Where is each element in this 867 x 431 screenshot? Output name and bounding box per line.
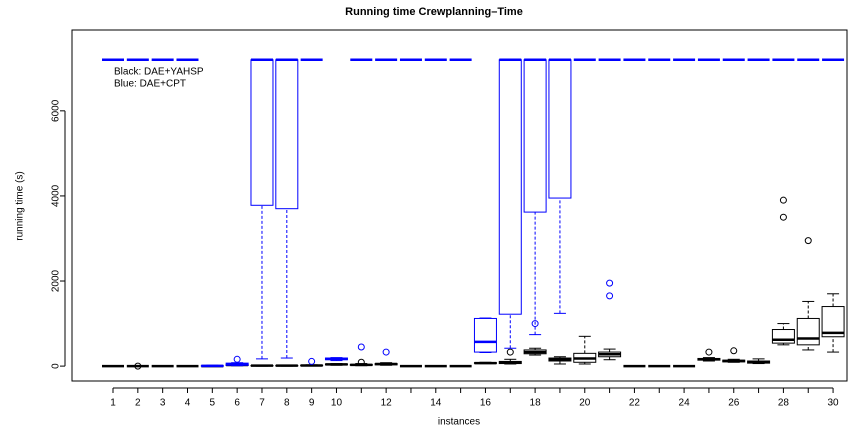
outlier bbox=[233, 355, 241, 363]
box bbox=[275, 59, 299, 210]
box bbox=[548, 59, 572, 199]
outlier bbox=[134, 362, 142, 370]
x-tick-label: 20 bbox=[579, 398, 591, 409]
x-tick-label: 1 bbox=[110, 398, 116, 409]
y-tick-label: 0 bbox=[51, 363, 62, 369]
box bbox=[498, 59, 522, 315]
y-tick-label: 2000 bbox=[51, 269, 62, 292]
x-tick-label: 18 bbox=[530, 398, 542, 409]
x-axis-label: instances bbox=[438, 417, 480, 428]
x-tick-label: 8 bbox=[284, 398, 290, 409]
x-tick-label: 28 bbox=[778, 398, 790, 409]
x-tick-label: 16 bbox=[480, 398, 492, 409]
box bbox=[771, 329, 795, 344]
outlier bbox=[730, 347, 738, 355]
x-tick-label: 24 bbox=[679, 398, 691, 409]
legend-entry: Black: DAE+YAHSP bbox=[114, 67, 204, 78]
box bbox=[473, 317, 497, 353]
plot-frame bbox=[71, 29, 848, 382]
outlier bbox=[382, 348, 390, 356]
box bbox=[523, 59, 547, 213]
x-tick-label: 6 bbox=[234, 398, 240, 409]
outlier bbox=[606, 279, 614, 287]
x-tick-label: 14 bbox=[430, 398, 442, 409]
x-tick-label: 22 bbox=[629, 398, 641, 409]
outlier bbox=[779, 213, 787, 221]
chart-title: Running time Crewplanning–Time bbox=[345, 6, 523, 18]
outlier bbox=[779, 196, 787, 204]
x-tick-label: 12 bbox=[381, 398, 393, 409]
x-tick-label: 4 bbox=[185, 398, 191, 409]
x-tick-label: 5 bbox=[210, 398, 216, 409]
x-tick-label: 7 bbox=[259, 398, 265, 409]
outlier bbox=[606, 292, 614, 300]
outlier bbox=[531, 320, 539, 328]
box bbox=[250, 59, 274, 206]
box bbox=[821, 306, 845, 338]
y-tick-label: 6000 bbox=[51, 99, 62, 122]
outlier bbox=[357, 343, 365, 351]
outlier bbox=[804, 237, 812, 245]
outlier bbox=[506, 348, 514, 356]
x-tick-label: 2 bbox=[135, 398, 141, 409]
x-tick-label: 3 bbox=[160, 398, 166, 409]
x-tick-label: 30 bbox=[828, 398, 840, 409]
y-axis-label: running time (s) bbox=[15, 171, 26, 240]
legend-entry: Blue: DAE+CPT bbox=[114, 79, 186, 90]
outlier bbox=[357, 358, 365, 366]
x-tick-label: 26 bbox=[728, 398, 740, 409]
outlier bbox=[308, 357, 316, 365]
x-tick-label: 9 bbox=[309, 398, 315, 409]
x-tick-label: 10 bbox=[331, 398, 343, 409]
outlier bbox=[705, 348, 713, 356]
box bbox=[796, 317, 820, 346]
y-tick-label: 4000 bbox=[51, 184, 62, 207]
